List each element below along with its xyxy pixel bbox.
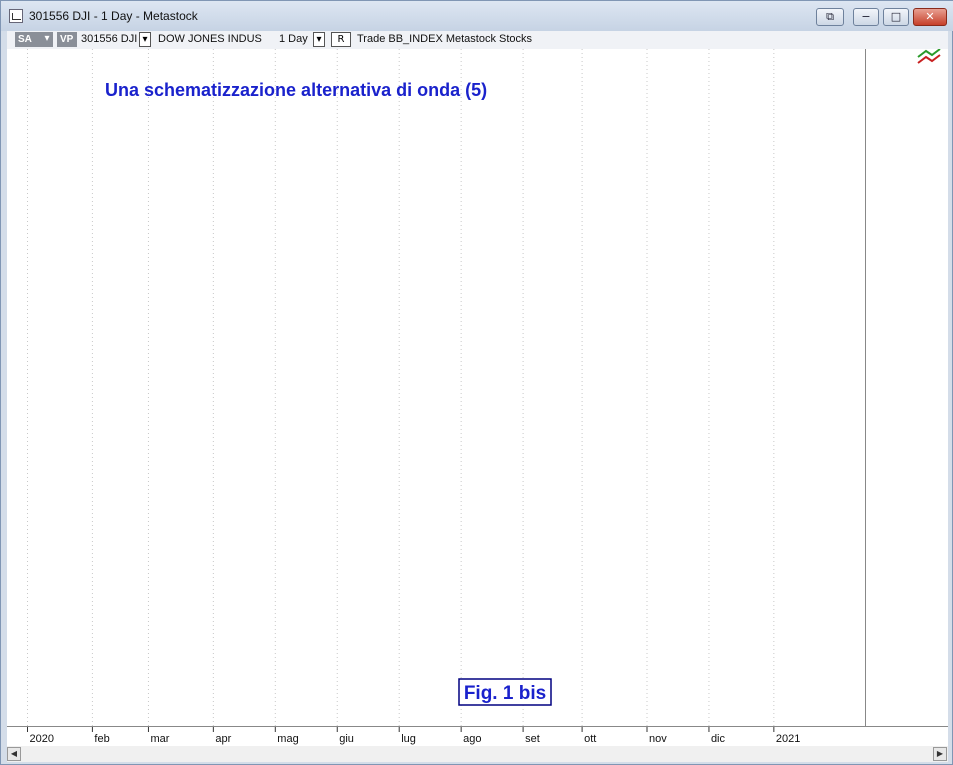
chart-style-icon-line — [917, 54, 941, 64]
maximize-button[interactable]: □ — [883, 8, 909, 26]
chart-title: Una schematizzazione alternativa di onda… — [105, 80, 487, 100]
symbol-dropdown-icon[interactable]: ▾ — [139, 32, 151, 47]
sa-button[interactable]: SA — [15, 32, 41, 47]
date-axis-tick-label: dic — [711, 733, 726, 745]
close-button[interactable]: ✕ — [913, 8, 947, 26]
date-axis-tick-label: mar — [150, 733, 169, 745]
date-axis-tick-label: 2021 — [776, 733, 800, 745]
toolbar-info: Trade BB_INDEX Metastock Stocks — [357, 33, 533, 45]
chart-app-icon — [9, 9, 23, 23]
security-name: DOW JONES INDUS — [158, 33, 262, 45]
date-axis-tick-label: set — [525, 733, 540, 745]
date-axis-tick-label: lug — [401, 733, 416, 745]
date-axis-tick-label: giu — [339, 733, 354, 745]
window-title: 301556 DJI - 1 Day - Metastock — [29, 9, 198, 23]
date-axis-svg: 2020 feb mar apr mag giu lug ago set ott nov dic 202… — [27, 727, 800, 745]
chart-toolbar: SA ▾ VP 301556 DJI ▾ DOW JONES INDUS 1 D… — [7, 31, 948, 49]
vp-button[interactable]: VP — [57, 32, 77, 47]
title-bar: 301556 DJI - 1 Day - Metastock ⧉ − □ ✕ — [1, 1, 953, 31]
date-axis-tick-label: nov — [649, 733, 667, 745]
horizontal-scrollbar[interactable]: ◀ ▶ — [7, 746, 948, 762]
date-axis: 2020 feb mar apr mag giu lug ago set ott nov dic 202… — [7, 726, 948, 746]
date-axis-tick-label: 2020 — [30, 733, 54, 745]
price-chart[interactable]: B12C345[i][ii][iii][iv][v][i][ii][iii][i… — [7, 49, 866, 726]
date-axis-tick-label: apr — [215, 733, 231, 745]
r-button[interactable]: R — [331, 32, 351, 47]
price-chart-svg: B12C345[i][ii][iii][iv][v][i][ii][iii][i… — [27, 49, 775, 726]
minimize-button[interactable]: − — [853, 8, 879, 26]
scroll-right-icon[interactable]: ▶ — [933, 747, 947, 761]
scroll-left-icon[interactable]: ◀ — [7, 747, 21, 761]
period-label: 1 Day — [279, 33, 308, 45]
date-axis-tick-label: ago — [463, 733, 481, 745]
date-axis-tick-label: feb — [94, 733, 109, 745]
figure-label: Fig. 1 bis — [464, 683, 546, 704]
figure-label-frame — [458, 678, 552, 706]
date-axis-tick-label: mag — [277, 733, 298, 745]
date-axis-tick-label: ott — [584, 733, 596, 745]
period-dropdown-icon[interactable]: ▾ — [313, 32, 325, 47]
price-axis-svg: 17.000,0000018.000,0000019.000,0000020.0… — [917, 48, 941, 64]
sa-dropdown-icon[interactable]: ▾ — [41, 32, 53, 47]
price-axis: 17.000,0000018.000,0000019.000,0000020.0… — [866, 48, 948, 726]
chart-style-icon — [917, 48, 941, 58]
symbol-label: 301556 DJI — [81, 33, 138, 45]
restore-chart-button[interactable]: ⧉ — [816, 8, 844, 26]
